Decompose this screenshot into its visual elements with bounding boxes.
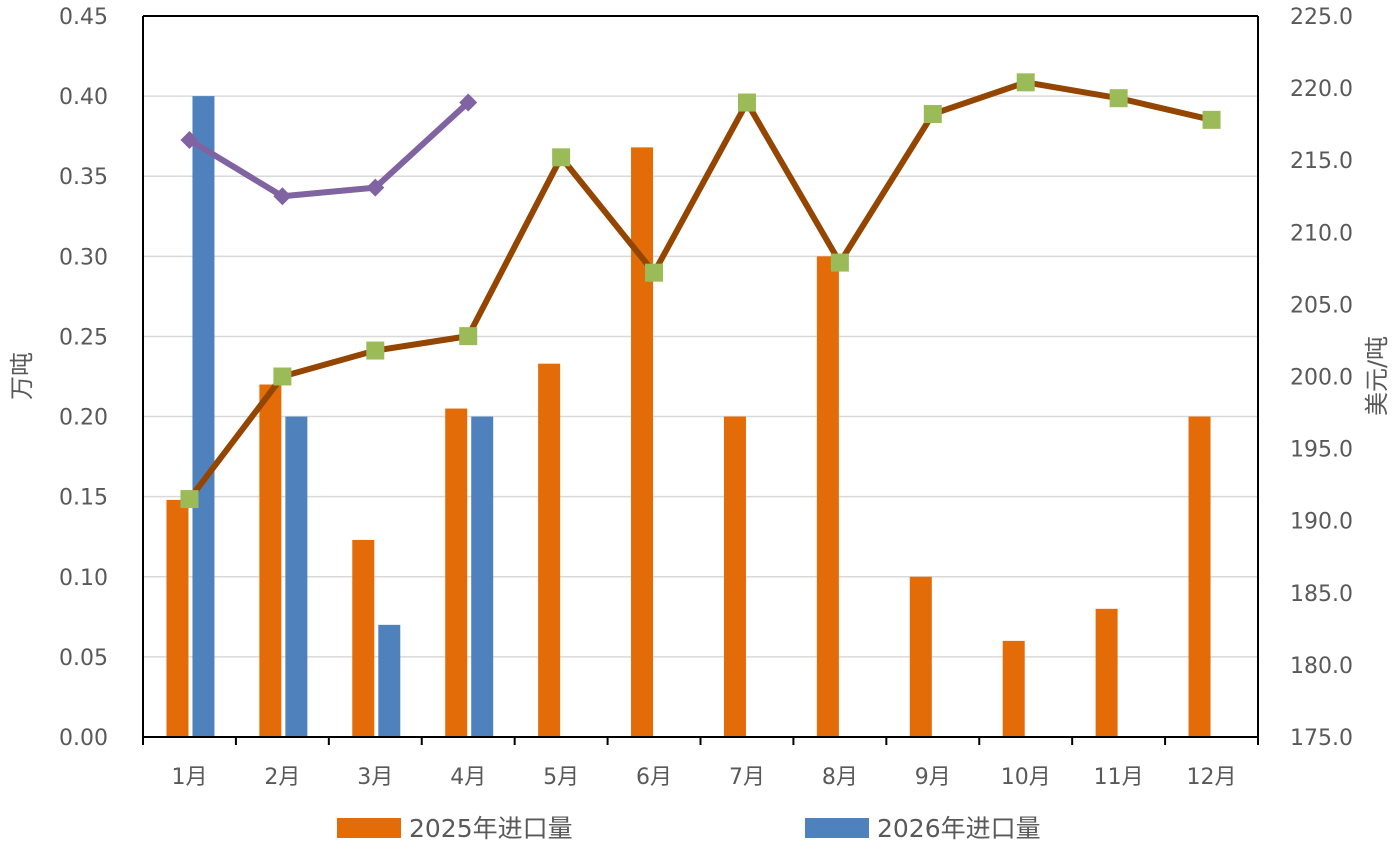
y-axis-title: 万吨 (8, 352, 36, 400)
axes (142, 15, 1259, 745)
line-point-1-11 (1109, 89, 1128, 108)
y2-tick-label: 205.0 (1290, 293, 1353, 318)
line-point-2-3 (366, 178, 385, 197)
bar-2026-3 (378, 624, 401, 737)
bar-2025-7 (723, 416, 746, 737)
x-tick-label: 9月 (915, 765, 951, 790)
line-point-1-8 (830, 253, 849, 272)
line-point-1-3 (366, 341, 385, 360)
y-tick-label: 0.00 (59, 726, 108, 751)
lines (180, 73, 1221, 509)
x-axis-ticks: 1月 2月 3月 4月 5月 6月 7月 8月 9月 10月 11月 12月 (171, 765, 1236, 790)
bar-2025-2 (259, 384, 282, 737)
legend: 2025年进口量 2026年进口量 (337, 814, 1041, 843)
y2-tick-label: 210.0 (1290, 221, 1353, 246)
x-tick-label: 4月 (450, 765, 486, 790)
y2-tick-label: 185.0 (1290, 582, 1353, 607)
y2-tick-label: 195.0 (1290, 438, 1353, 463)
x-tick-label: 10月 (1001, 765, 1051, 790)
x-tick-label: 8月 (822, 765, 858, 790)
y-tick-label: 0.10 (59, 566, 108, 591)
x-tick-label: 5月 (543, 765, 579, 790)
legend-swatch-2 (805, 818, 869, 838)
y-tick-label: 0.20 (59, 406, 108, 431)
y2-tick-label: 180.0 (1290, 654, 1353, 679)
bar-2025-4 (445, 408, 468, 737)
bar-2025-8 (816, 256, 839, 737)
x-tick-label: 12月 (1187, 765, 1237, 790)
y-tick-label: 0.15 (59, 486, 108, 511)
bar-2026-2 (285, 416, 308, 737)
y-tick-label: 0.25 (59, 325, 108, 350)
line-point-1-9 (923, 105, 942, 124)
right-axis-ticks: 175.0 180.0 185.0 190.0 195.0 200.0 205.0 210.0… (1290, 5, 1353, 751)
bar-2025-1 (166, 499, 189, 737)
line-series-1 (187, 79, 1213, 501)
bar-2025-10 (1002, 640, 1025, 737)
bar-2025-11 (1095, 608, 1118, 737)
line-point-1-4 (459, 327, 478, 346)
y-tick-label: 0.30 (59, 245, 108, 270)
line-point-1-12 (1202, 110, 1221, 129)
line-point-1-6 (645, 263, 664, 282)
x-tick-label: 3月 (357, 765, 393, 790)
line-point-1-2 (273, 367, 292, 386)
line-series-2 (187, 100, 471, 200)
line-point-2-2 (273, 187, 292, 206)
gridlines (143, 95, 1258, 658)
y-tick-label: 0.35 (59, 165, 108, 190)
x-tick-label: 11月 (1094, 765, 1144, 790)
y2-tick-label: 200.0 (1290, 366, 1353, 391)
y-tick-label: 0.45 (59, 5, 108, 30)
left-axis-ticks: 0.00 0.05 0.10 0.15 0.20 0.25 0.30 0.35 0.40 0.45 (59, 5, 108, 751)
legend-swatch-1 (337, 818, 401, 838)
y2-tick-label: 175.0 (1290, 726, 1353, 751)
line-point-1-7 (737, 93, 756, 112)
line-point-2-1 (180, 131, 199, 150)
line-point-1-1 (180, 490, 199, 509)
y2-tick-label: 215.0 (1290, 149, 1353, 174)
y-tick-label: 0.05 (59, 646, 108, 671)
x-tick-label: 1月 (171, 765, 207, 790)
bar-2025-9 (909, 576, 932, 737)
y2-axis-title: 美元/吨 (1363, 336, 1391, 416)
bar-2025-3 (352, 539, 375, 737)
x-tick-label: 7月 (729, 765, 765, 790)
bar-2026-4 (471, 416, 494, 737)
bar-2025-6 (631, 147, 654, 738)
line-point-1-5 (552, 148, 571, 167)
y2-tick-label: 225.0 (1290, 5, 1353, 30)
x-tick-label: 2月 (264, 765, 300, 790)
y-tick-label: 0.40 (59, 85, 108, 110)
x-tick-label: 6月 (636, 765, 672, 790)
line-point-2-4 (459, 93, 478, 112)
y2-tick-label: 220.0 (1290, 77, 1353, 102)
y2-tick-label: 190.0 (1290, 510, 1353, 535)
line-point-1-10 (1016, 73, 1035, 92)
bar-2025-12 (1188, 416, 1211, 737)
bar-2025-5 (538, 363, 561, 737)
legend-label-2: 2026年进口量 (877, 814, 1041, 843)
bar-2026-1 (192, 96, 215, 738)
bars (166, 96, 1211, 738)
legend-label-1: 2025年进口量 (409, 814, 573, 843)
